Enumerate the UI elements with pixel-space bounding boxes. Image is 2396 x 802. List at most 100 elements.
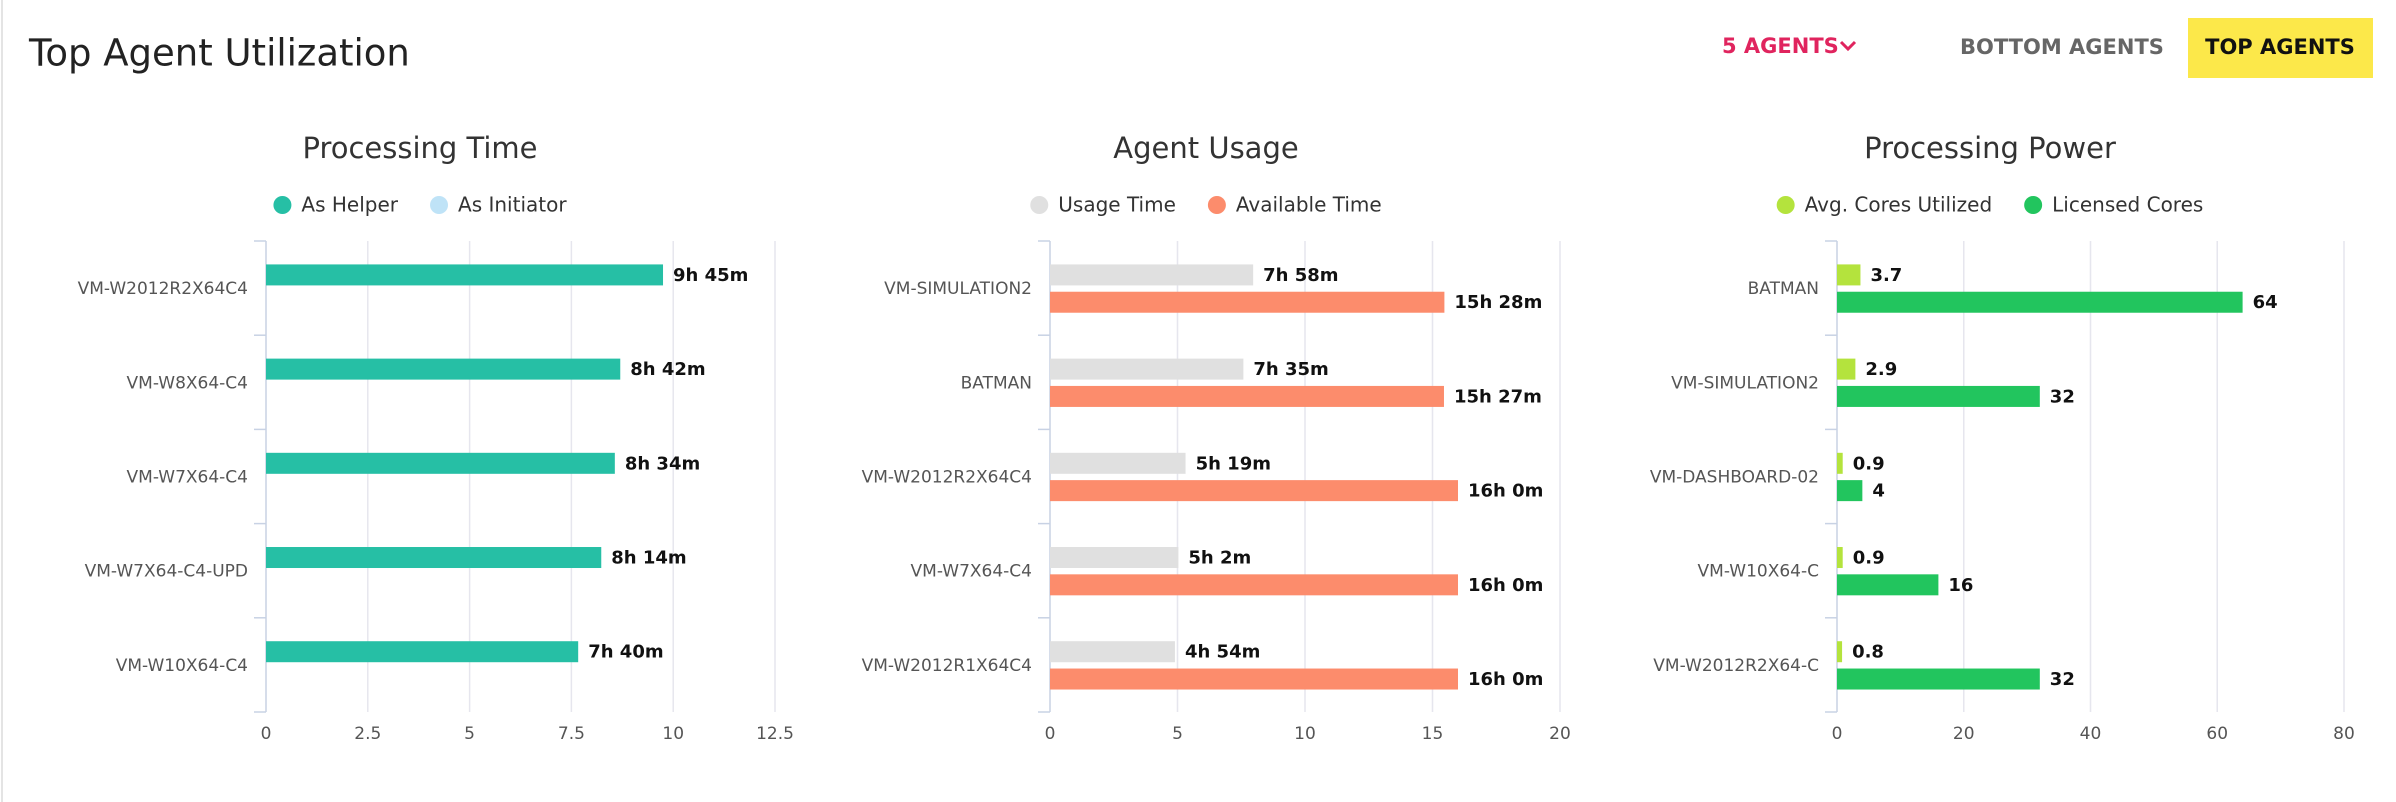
x-tick-label: 20 <box>1549 724 1571 744</box>
data-label: 2.9 <box>1865 359 1897 380</box>
data-label: 4 <box>1872 481 1885 502</box>
y-category-label: VM-W2012R2X64C4 <box>862 468 1032 488</box>
legend-label: Usage Time <box>1058 193 1176 217</box>
bar <box>1837 264 1861 286</box>
data-label: 16h 0m <box>1468 575 1543 596</box>
legend-marker <box>2024 196 2043 214</box>
x-tick-label: 0 <box>1832 724 1843 744</box>
chevron-icon[interactable] <box>1839 40 1857 52</box>
bar <box>1050 574 1458 596</box>
chart-title: Processing Time <box>302 131 537 165</box>
data-label: 7h 35m <box>1253 359 1328 380</box>
bar <box>1050 358 1244 380</box>
data-label: 8h 14m <box>611 548 686 569</box>
bar <box>1837 641 1843 663</box>
bar <box>1837 291 2243 313</box>
data-label: 7h 40m <box>588 642 663 663</box>
legend-label: Licensed Cores <box>2052 193 2203 217</box>
x-tick-label: 5 <box>464 724 475 744</box>
legend-label: As Helper <box>301 193 398 217</box>
data-label: 32 <box>2050 386 2075 407</box>
x-tick-label: 2.5 <box>354 724 381 744</box>
data-label: 8h 42m <box>630 359 705 380</box>
bar <box>1050 641 1175 663</box>
x-tick-label: 60 <box>2206 724 2228 744</box>
data-label: 5h 2m <box>1188 548 1251 569</box>
data-label: 7h 58m <box>1263 265 1338 286</box>
x-tick-label: 7.5 <box>558 724 585 744</box>
y-category-label: VM-W7X64-C4-UPD <box>85 562 248 582</box>
y-category-label: VM-W10X64-C <box>1698 562 1819 582</box>
bar <box>1050 547 1179 569</box>
x-tick-label: 80 <box>2333 724 2355 744</box>
legend-marker <box>1776 196 1795 214</box>
data-label: 0.9 <box>1853 453 1885 474</box>
bar <box>1837 547 1843 569</box>
bar <box>1050 264 1254 286</box>
data-label: 32 <box>2050 669 2075 690</box>
data-label: 8h 34m <box>625 453 700 474</box>
data-label: 16h 0m <box>1468 481 1543 502</box>
data-label: 3.7 <box>1870 265 1902 286</box>
agent-count-dropdown[interactable]: 5 AGENTS <box>1722 34 1857 58</box>
chart-title: Processing Power <box>1864 131 2116 165</box>
data-label: 0.8 <box>1852 642 1884 663</box>
top-agents-button[interactable]: TOP AGENTS <box>2205 35 2355 59</box>
y-category-label: VM-SIMULATION2 <box>1671 373 1819 393</box>
data-label: 15h 28m <box>1454 292 1542 313</box>
bar <box>1050 452 1186 474</box>
page-title: Top Agent Utilization <box>28 32 410 75</box>
y-category-label: BATMAN <box>961 373 1032 393</box>
legend-marker <box>430 196 449 214</box>
dropdown-label[interactable]: 5 AGENTS <box>1722 34 1839 58</box>
bar <box>266 641 579 663</box>
bar <box>266 358 621 380</box>
legend-marker <box>1030 196 1049 214</box>
data-label: 16h 0m <box>1468 669 1543 690</box>
bar <box>1050 480 1458 502</box>
data-label: 9h 45m <box>673 265 748 286</box>
data-label: 64 <box>2253 292 2278 313</box>
data-label: 5h 19m <box>1196 453 1271 474</box>
bar <box>1050 668 1458 690</box>
x-tick-label: 15 <box>1422 724 1444 744</box>
x-tick-label: 20 <box>1953 724 1975 744</box>
bar <box>266 264 664 286</box>
legend-label: Avg. Cores Utilized <box>1805 193 1992 217</box>
y-category-label: VM-W10X64-C4 <box>116 656 248 676</box>
data-label: 4h 54m <box>1185 642 1260 663</box>
x-tick-label: 12.5 <box>756 724 794 744</box>
data-label: 16 <box>1948 575 1973 596</box>
x-tick-label: 10 <box>662 724 684 744</box>
bar <box>266 547 602 569</box>
legend-label: Available Time <box>1236 193 1382 217</box>
y-category-label: VM-W7X64-C4 <box>127 468 248 488</box>
bar <box>1837 574 1939 596</box>
chart-title: Agent Usage <box>1113 131 1298 165</box>
bar <box>1837 668 2040 690</box>
bottom-agents-button[interactable]: BOTTOM AGENTS <box>1960 35 2164 59</box>
bar <box>1837 358 1856 380</box>
bar <box>1050 291 1445 313</box>
bar <box>1837 385 2040 407</box>
y-category-label: VM-W2012R1X64C4 <box>862 656 1032 676</box>
y-category-label: VM-W2012R2X64-C <box>1653 656 1819 676</box>
legend-marker <box>273 196 292 214</box>
data-label: 0.9 <box>1853 548 1885 569</box>
top-agents-button-bg[interactable] <box>2188 18 2373 78</box>
bar <box>1837 452 1843 474</box>
y-category-label: BATMAN <box>1748 279 1819 299</box>
y-category-label: VM-W7X64-C4 <box>911 562 1032 582</box>
x-tick-label: 40 <box>2080 724 2102 744</box>
bar <box>266 452 615 474</box>
bar <box>1837 480 1863 502</box>
y-category-label: VM-DASHBOARD-02 <box>1650 468 1819 488</box>
data-label: 15h 27m <box>1454 386 1542 407</box>
bar <box>1050 385 1444 407</box>
x-tick-label: 0 <box>261 724 272 744</box>
y-category-label: VM-SIMULATION2 <box>884 279 1032 299</box>
y-category-label: VM-W2012R2X64C4 <box>78 279 248 299</box>
x-tick-label: 0 <box>1045 724 1056 744</box>
